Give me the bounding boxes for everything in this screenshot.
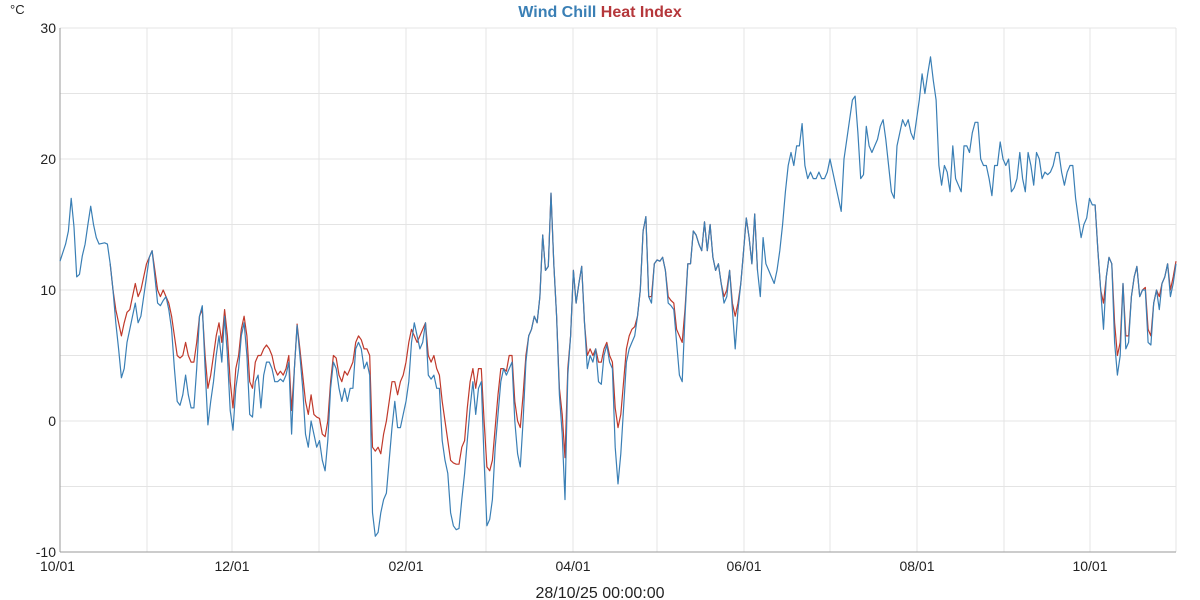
x-axis-label: 28/10/25 00:00:00 bbox=[535, 585, 664, 600]
y-tick-label: -10 bbox=[36, 544, 56, 560]
legend: Wind Chill Heat Index bbox=[518, 4, 682, 21]
x-tick-label: 04/01 bbox=[555, 558, 590, 574]
x-tick-label: 12/01 bbox=[214, 558, 249, 574]
y-unit-label: °C bbox=[10, 2, 25, 17]
y-tick-label: 20 bbox=[40, 151, 56, 167]
axes: -10 0 10 20 30 10/01 12/01 02/01 04/01 06/01 08/01… bbox=[36, 20, 1176, 574]
legend-item-heat-index: Heat Index bbox=[601, 4, 682, 21]
y-tick-label: 10 bbox=[40, 282, 56, 298]
x-tick-label: 10/01 bbox=[40, 558, 75, 574]
grid bbox=[59, 27, 1177, 553]
y-tick-label: 30 bbox=[40, 20, 56, 36]
y-tick-label: 0 bbox=[48, 413, 56, 429]
series-lines bbox=[59, 56, 1177, 537]
legend-item-wind-chill: Wind Chill bbox=[518, 4, 596, 21]
x-tick-label: 02/01 bbox=[388, 558, 423, 574]
series-line-heat-index bbox=[109, 192, 759, 472]
x-tick-label: 08/01 bbox=[899, 558, 934, 574]
series-line-wind-chill bbox=[59, 56, 1177, 537]
x-tick-label: 10/01 bbox=[1072, 558, 1107, 574]
x-tick-label: 06/01 bbox=[726, 558, 761, 574]
